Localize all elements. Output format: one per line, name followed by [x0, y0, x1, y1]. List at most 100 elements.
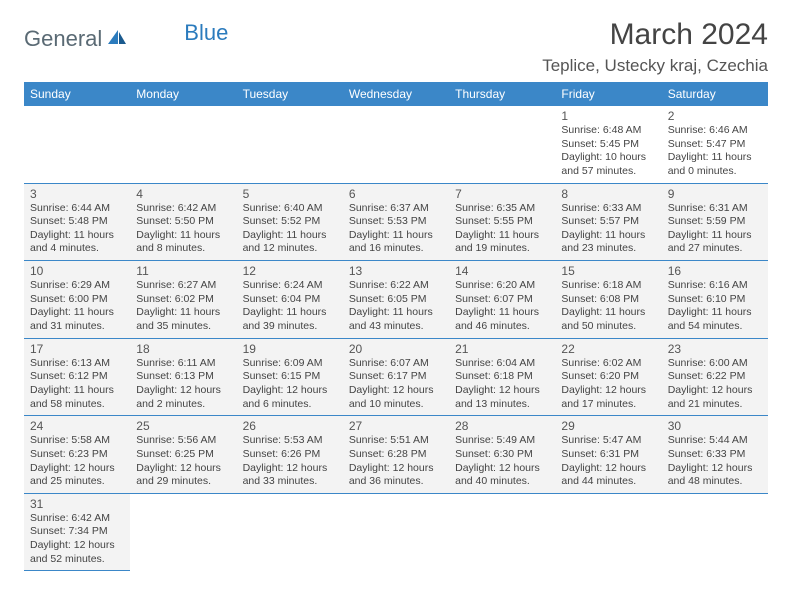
- title-block: March 2024 Teplice, Ustecky kraj, Czechi…: [542, 18, 768, 76]
- day-line-daylight2: and 58 minutes.: [30, 398, 124, 412]
- empty-cell: [343, 493, 449, 571]
- day-line-sunset: Sunset: 7:34 PM: [30, 525, 124, 539]
- day-line-daylight1: Daylight: 12 hours: [561, 384, 655, 398]
- day-number: 2: [668, 109, 762, 123]
- day-cell: 16Sunrise: 6:16 AMSunset: 6:10 PMDayligh…: [662, 261, 768, 339]
- day-cell: 12Sunrise: 6:24 AMSunset: 6:04 PMDayligh…: [237, 261, 343, 339]
- day-line-daylight2: and 6 minutes.: [243, 398, 337, 412]
- empty-cell: [130, 493, 236, 571]
- day-line-sunrise: Sunrise: 6:48 AM: [561, 124, 655, 138]
- day-number: 29: [561, 419, 655, 433]
- day-line-daylight2: and 4 minutes.: [30, 242, 124, 256]
- day-line-daylight2: and 21 minutes.: [668, 398, 762, 412]
- logo-sail-icon: [106, 28, 128, 51]
- day-line-sunset: Sunset: 6:17 PM: [349, 370, 443, 384]
- day-cell: 2Sunrise: 6:46 AMSunset: 5:47 PMDaylight…: [662, 106, 768, 183]
- day-number: 11: [136, 264, 230, 278]
- day-line-sunset: Sunset: 6:02 PM: [136, 293, 230, 307]
- day-cell: 20Sunrise: 6:07 AMSunset: 6:17 PMDayligh…: [343, 338, 449, 416]
- day-line-sunrise: Sunrise: 6:24 AM: [243, 279, 337, 293]
- day-cell: 24Sunrise: 5:58 AMSunset: 6:23 PMDayligh…: [24, 416, 130, 494]
- day-line-sunrise: Sunrise: 6:22 AM: [349, 279, 443, 293]
- weekday-header: Friday: [555, 82, 661, 106]
- day-line-daylight2: and 27 minutes.: [668, 242, 762, 256]
- day-line-daylight1: Daylight: 11 hours: [243, 229, 337, 243]
- day-line-sunset: Sunset: 6:28 PM: [349, 448, 443, 462]
- day-line-sunset: Sunset: 6:31 PM: [561, 448, 655, 462]
- calendar-table: SundayMondayTuesdayWednesdayThursdayFrid…: [24, 82, 768, 571]
- logo-text-general: General: [24, 26, 102, 52]
- day-line-daylight1: Daylight: 11 hours: [349, 306, 443, 320]
- day-number: 28: [455, 419, 549, 433]
- day-number: 25: [136, 419, 230, 433]
- day-number: 20: [349, 342, 443, 356]
- weekday-header: Tuesday: [237, 82, 343, 106]
- day-number: 15: [561, 264, 655, 278]
- day-cell: 31Sunrise: 6:42 AMSunset: 7:34 PMDayligh…: [24, 493, 130, 571]
- day-number: 10: [30, 264, 124, 278]
- day-cell: 13Sunrise: 6:22 AMSunset: 6:05 PMDayligh…: [343, 261, 449, 339]
- day-line-daylight1: Daylight: 12 hours: [455, 384, 549, 398]
- day-line-sunrise: Sunrise: 6:42 AM: [30, 512, 124, 526]
- logo: General Blue: [24, 18, 228, 52]
- day-line-daylight1: Daylight: 12 hours: [136, 384, 230, 398]
- day-line-daylight1: Daylight: 12 hours: [561, 462, 655, 476]
- day-line-sunset: Sunset: 5:48 PM: [30, 215, 124, 229]
- day-cell: 15Sunrise: 6:18 AMSunset: 6:08 PMDayligh…: [555, 261, 661, 339]
- day-line-daylight1: Daylight: 11 hours: [136, 229, 230, 243]
- day-line-sunset: Sunset: 6:26 PM: [243, 448, 337, 462]
- day-line-sunset: Sunset: 6:23 PM: [30, 448, 124, 462]
- day-line-daylight1: Daylight: 11 hours: [455, 229, 549, 243]
- day-line-daylight2: and 19 minutes.: [455, 242, 549, 256]
- day-number: 27: [349, 419, 443, 433]
- day-line-sunrise: Sunrise: 6:18 AM: [561, 279, 655, 293]
- day-line-daylight1: Daylight: 12 hours: [243, 384, 337, 398]
- day-line-sunset: Sunset: 6:15 PM: [243, 370, 337, 384]
- day-number: 12: [243, 264, 337, 278]
- day-cell: 30Sunrise: 5:44 AMSunset: 6:33 PMDayligh…: [662, 416, 768, 494]
- day-cell: 19Sunrise: 6:09 AMSunset: 6:15 PMDayligh…: [237, 338, 343, 416]
- day-number: 4: [136, 187, 230, 201]
- day-line-sunrise: Sunrise: 6:46 AM: [668, 124, 762, 138]
- day-cell: 18Sunrise: 6:11 AMSunset: 6:13 PMDayligh…: [130, 338, 236, 416]
- day-cell: 6Sunrise: 6:37 AMSunset: 5:53 PMDaylight…: [343, 183, 449, 261]
- day-line-daylight1: Daylight: 11 hours: [243, 306, 337, 320]
- day-line-sunset: Sunset: 5:53 PM: [349, 215, 443, 229]
- day-number: 1: [561, 109, 655, 123]
- day-line-sunset: Sunset: 5:50 PM: [136, 215, 230, 229]
- weekday-header: Saturday: [662, 82, 768, 106]
- day-line-sunrise: Sunrise: 6:40 AM: [243, 202, 337, 216]
- calendar-row: 17Sunrise: 6:13 AMSunset: 6:12 PMDayligh…: [24, 338, 768, 416]
- month-title: March 2024: [542, 18, 768, 52]
- day-line-daylight2: and 13 minutes.: [455, 398, 549, 412]
- day-line-daylight1: Daylight: 12 hours: [136, 462, 230, 476]
- day-line-sunrise: Sunrise: 6:11 AM: [136, 357, 230, 371]
- day-line-daylight2: and 29 minutes.: [136, 475, 230, 489]
- day-line-daylight2: and 16 minutes.: [349, 242, 443, 256]
- day-cell: 3Sunrise: 6:44 AMSunset: 5:48 PMDaylight…: [24, 183, 130, 261]
- calendar-row: 31Sunrise: 6:42 AMSunset: 7:34 PMDayligh…: [24, 493, 768, 571]
- day-line-sunset: Sunset: 6:04 PM: [243, 293, 337, 307]
- logo-text-blue: Blue: [184, 20, 228, 46]
- empty-cell: [449, 106, 555, 183]
- day-line-sunset: Sunset: 5:57 PM: [561, 215, 655, 229]
- day-line-daylight2: and 8 minutes.: [136, 242, 230, 256]
- day-cell: 29Sunrise: 5:47 AMSunset: 6:31 PMDayligh…: [555, 416, 661, 494]
- day-number: 3: [30, 187, 124, 201]
- day-line-sunrise: Sunrise: 6:09 AM: [243, 357, 337, 371]
- day-line-daylight1: Daylight: 12 hours: [349, 462, 443, 476]
- day-line-daylight2: and 39 minutes.: [243, 320, 337, 334]
- day-cell: 25Sunrise: 5:56 AMSunset: 6:25 PMDayligh…: [130, 416, 236, 494]
- day-number: 19: [243, 342, 337, 356]
- calendar-row: 10Sunrise: 6:29 AMSunset: 6:00 PMDayligh…: [24, 261, 768, 339]
- day-line-daylight2: and 23 minutes.: [561, 242, 655, 256]
- day-line-daylight2: and 35 minutes.: [136, 320, 230, 334]
- day-line-daylight1: Daylight: 11 hours: [455, 306, 549, 320]
- day-number: 7: [455, 187, 549, 201]
- day-line-sunrise: Sunrise: 5:56 AM: [136, 434, 230, 448]
- day-cell: 4Sunrise: 6:42 AMSunset: 5:50 PMDaylight…: [130, 183, 236, 261]
- day-line-daylight1: Daylight: 12 hours: [30, 539, 124, 553]
- day-line-sunrise: Sunrise: 5:47 AM: [561, 434, 655, 448]
- day-line-sunset: Sunset: 5:47 PM: [668, 138, 762, 152]
- day-line-sunset: Sunset: 6:30 PM: [455, 448, 549, 462]
